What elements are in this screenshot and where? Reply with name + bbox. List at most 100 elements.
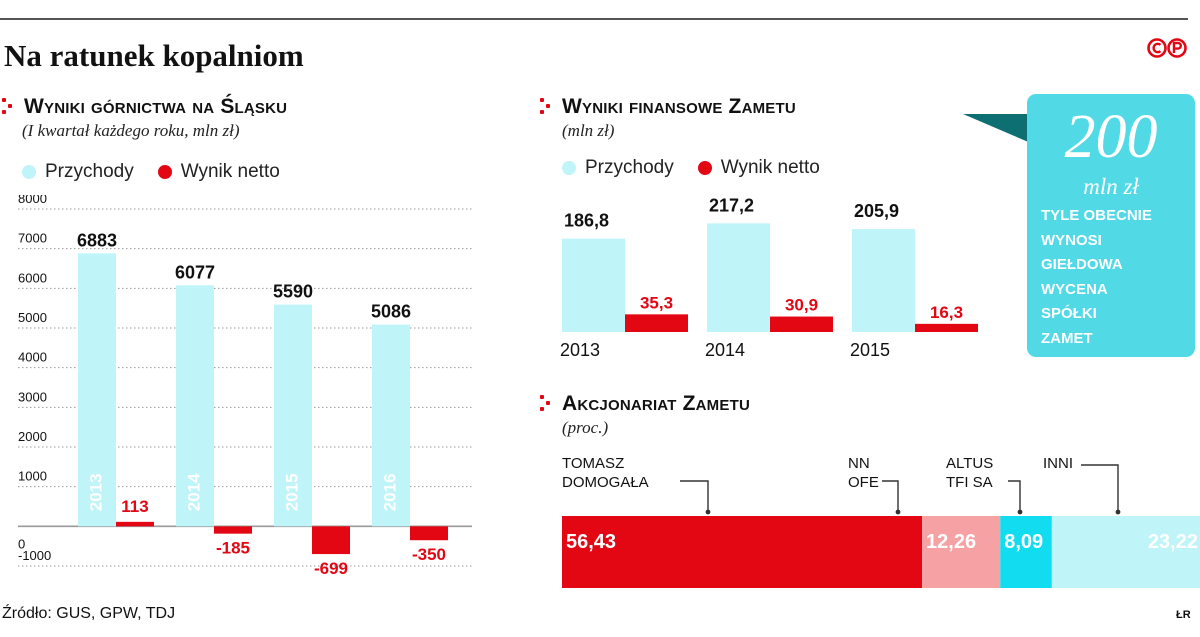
leader-line xyxy=(1081,464,1119,512)
author-credit: ŁR xyxy=(1176,609,1191,621)
y-tick-label: 0 xyxy=(18,536,25,551)
legend-net-label: Wynik netto xyxy=(180,161,280,182)
y-tick-label: 8000 xyxy=(18,195,47,206)
revenue-value-label: 5086 xyxy=(371,302,411,322)
shareholder-name-line: ALTUS xyxy=(946,455,993,472)
legend-revenue: Przychody xyxy=(22,161,134,183)
share-segment xyxy=(1000,516,1052,588)
mining-chart-title: Wyniki górnictwa na Śląsku xyxy=(2,95,287,119)
leader-line xyxy=(882,480,899,512)
callout-pointer xyxy=(963,114,1033,144)
leader-line xyxy=(680,480,709,512)
revenue-bar xyxy=(707,223,770,332)
year-label: 2013 xyxy=(560,340,600,360)
valuation-unit: mln zł xyxy=(1083,174,1139,199)
year-label: 2013 xyxy=(86,473,105,511)
revenue-value-label: 217,2 xyxy=(709,195,754,215)
share-segment xyxy=(562,516,923,588)
revenue-value-label: 6077 xyxy=(175,262,215,282)
shareholders-title-text: Akcjonariat Zametu xyxy=(562,392,750,415)
share-value-label: 8,09 xyxy=(1004,531,1043,553)
section-dots-icon xyxy=(540,95,554,115)
source-note: Źródło: GUS, GPW, TDJ xyxy=(2,605,176,622)
y-tick-label: 4000 xyxy=(18,350,47,365)
zamet-finance-subtitle: (mln zł) xyxy=(562,121,615,140)
share-value-label: 56,43 xyxy=(566,531,616,553)
shareholder-name-line: NN xyxy=(848,455,870,472)
legend-net-swatch xyxy=(157,165,172,179)
revenue-value-label: 5590 xyxy=(273,282,313,302)
shareholders-chart: 56,43 TOMASZ DOMOGAŁA 12,26 NN OFE 8,09 ALTUS TF… xyxy=(562,455,1200,588)
y-tick-label: 6000 xyxy=(18,270,47,285)
net-value-label: 113 xyxy=(121,497,148,516)
net-value-label: 16,3 xyxy=(930,303,963,322)
y-tick-label: -1000 xyxy=(18,548,51,563)
revenue-bar xyxy=(176,285,214,527)
revenue-bar xyxy=(852,229,915,332)
net-value-label: -185 xyxy=(216,539,250,558)
revenue-value-label: 205,9 xyxy=(854,201,899,221)
valuation-callout: 200 mln zł TYLE OBECNIE WYNOSI GIEŁDOWA … xyxy=(1027,94,1195,357)
net-bar xyxy=(116,521,154,527)
share-value-label: 23,22 xyxy=(1148,531,1198,553)
net-bar xyxy=(625,314,688,332)
leader-dot xyxy=(895,509,901,515)
shareholder-name-line: TOMASZ xyxy=(562,455,624,472)
net-value-label: -350 xyxy=(412,545,446,564)
zamet-legend: Przychody Wynik netto xyxy=(562,157,844,179)
net-value-label: 30,9 xyxy=(785,296,818,315)
legend-revenue-swatch xyxy=(22,165,36,179)
section-dots-icon xyxy=(2,95,16,115)
net-bar xyxy=(214,526,252,534)
legend-net-label: Wynik netto xyxy=(720,157,820,178)
legend-net: Wynik netto xyxy=(697,157,820,179)
revenue-value-label: 186,8 xyxy=(564,211,609,231)
shareholder-name-line: TFI SA xyxy=(946,474,993,491)
legend-revenue-swatch xyxy=(562,161,576,175)
leader-line xyxy=(1008,480,1021,512)
legend-revenue-label: Przychody xyxy=(45,161,134,182)
shareholder-name-line: DOMOGAŁA xyxy=(562,474,649,491)
y-tick-label: 5000 xyxy=(18,310,47,325)
y-tick-label: 7000 xyxy=(18,231,47,246)
legend-net: Wynik netto xyxy=(157,161,280,183)
mining-legend: Przychody Wynik netto xyxy=(22,161,304,183)
revenue-bar xyxy=(78,253,116,527)
shareholder-name-line: OFE xyxy=(848,474,879,491)
y-tick-label: 2000 xyxy=(18,429,47,444)
shareholder-name: TOMASZ DOMOGAŁA xyxy=(562,455,649,491)
shareholder-name-line: INNI xyxy=(1043,455,1073,472)
net-value-label: 35,3 xyxy=(640,293,673,312)
share-segment xyxy=(922,516,1001,588)
y-tick-label: 1000 xyxy=(18,469,47,484)
revenue-bar xyxy=(274,304,312,527)
revenue-value-label: 6883 xyxy=(77,230,117,250)
zamet-finance-title-text: Wyniki finansowe Zametu xyxy=(562,95,796,118)
leader-dot xyxy=(705,509,711,515)
net-bar xyxy=(915,323,978,332)
page-title: Na ratunek kopalniom xyxy=(4,38,304,73)
year-label: 2014 xyxy=(184,473,203,511)
net-bar xyxy=(312,526,350,555)
copyright-logo xyxy=(1147,38,1187,58)
year-label: 2015 xyxy=(850,340,890,360)
shareholder-name: INNI xyxy=(1043,455,1073,472)
net-bar xyxy=(770,316,833,332)
valuation-description: TYLE OBECNIE WYNOSI GIEŁDOWA WYCENA SPÓŁ… xyxy=(1041,207,1152,347)
net-bar xyxy=(410,526,448,541)
top-rule xyxy=(0,18,1188,20)
revenue-bar xyxy=(372,324,410,527)
mining-chart-title-text: Wyniki górnictwa na Śląsku xyxy=(24,95,288,118)
shareholder-name: ALTUS TFI SA xyxy=(946,455,993,491)
leader-dot xyxy=(1017,509,1023,515)
legend-revenue-label: Przychody xyxy=(585,157,674,178)
mining-chart-subtitle: (I kwartał każdego roku, mln zł) xyxy=(22,121,240,140)
section-dots-icon xyxy=(540,392,554,412)
shareholders-subtitle: (proc.) xyxy=(562,418,609,437)
revenue-bar xyxy=(562,238,625,332)
legend-net-swatch xyxy=(697,161,712,175)
shareholder-name: NN OFE xyxy=(848,455,879,491)
zamet-finance-chart: 186,8 35,3 2013 217,2 30,9 2014 205,9 16,3 2015 xyxy=(560,195,978,360)
y-tick-label: 3000 xyxy=(18,389,47,404)
year-label: 2014 xyxy=(705,340,745,360)
